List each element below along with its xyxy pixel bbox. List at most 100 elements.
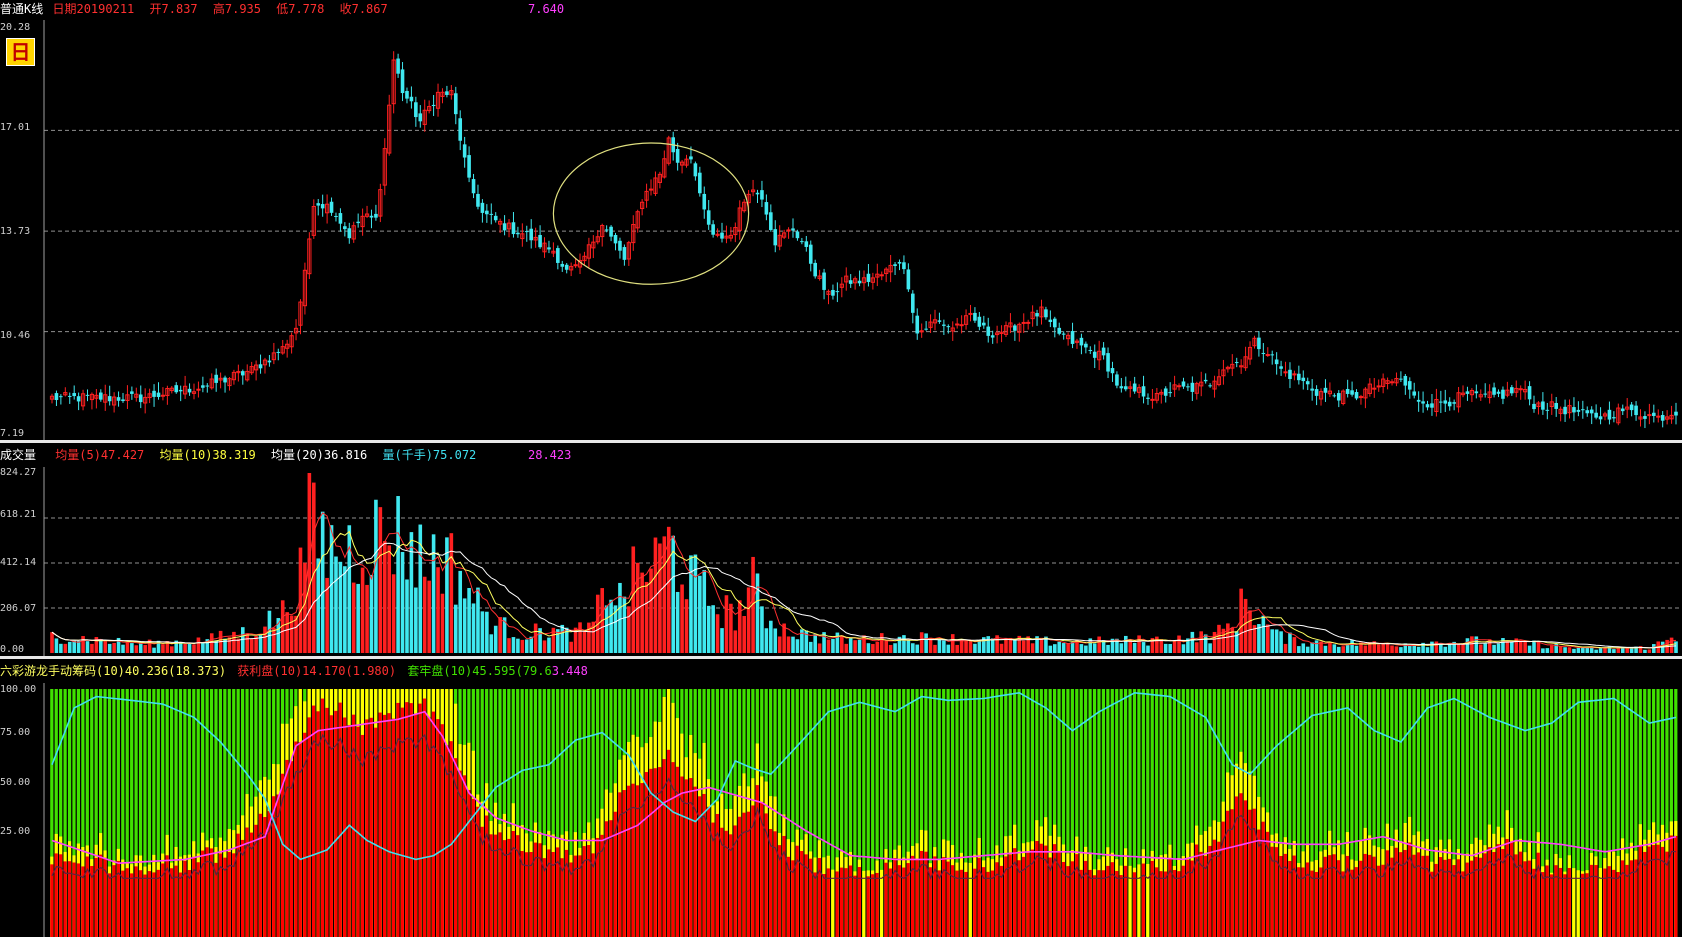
- chip-bar-trapped: [50, 689, 54, 937]
- volume-bar-down: [1527, 645, 1532, 653]
- chip-bar-trapped: [1017, 689, 1021, 937]
- chip-bar-trapped: [1510, 689, 1514, 937]
- volume-bar-up: [995, 635, 999, 653]
- chip-bar-profit: [1328, 855, 1332, 937]
- chip-bar-trapped: [1341, 689, 1345, 937]
- candle-body-up: [657, 173, 662, 183]
- volume-bar-up: [303, 562, 307, 653]
- candle-body-down: [764, 202, 769, 215]
- chip-bar-trapped: [1075, 689, 1079, 937]
- candle-body-up: [586, 244, 591, 259]
- candle-body-up: [280, 346, 285, 354]
- candle-body-down: [622, 247, 627, 260]
- candle-body-up: [1172, 384, 1177, 390]
- candle-body-up: [249, 366, 254, 374]
- chip-bar-trapped: [1674, 689, 1678, 937]
- volume-bar-down: [396, 496, 400, 653]
- chip-bar-profit: [85, 856, 89, 937]
- volume-bar-down: [977, 641, 982, 653]
- chip-bar-profit: [1310, 870, 1314, 937]
- candle-body-up: [80, 393, 86, 407]
- volume-bar-up: [183, 643, 187, 653]
- candle-body-down: [1594, 412, 1598, 418]
- chip-bar-profit: [498, 832, 502, 937]
- candle-body-down: [418, 113, 423, 122]
- candle-body-up: [573, 264, 578, 267]
- candle-body-up: [364, 213, 370, 217]
- chip-bar-profit: [1447, 858, 1452, 937]
- candlestick-chart[interactable]: [0, 0, 1682, 442]
- volume-chart[interactable]: [0, 443, 1682, 656]
- volume-bar-up: [1616, 648, 1621, 653]
- chip-bar-profit: [1518, 851, 1523, 937]
- chip-bar-trapped: [1088, 689, 1092, 937]
- candle-body-up: [955, 323, 960, 326]
- volume-bar-up: [684, 599, 689, 653]
- chip-bar-trapped: [919, 689, 924, 937]
- chip-bar-trapped: [520, 689, 524, 937]
- candle-body-down: [1532, 403, 1536, 410]
- chip-bar-profit: [502, 840, 506, 937]
- volume-bar-up: [569, 641, 573, 653]
- price-panel[interactable]: 普通K线 日期20190211 开7.837 高7.935 低7.778 收7.…: [0, 0, 1682, 442]
- chip-bar-profit: [919, 850, 924, 937]
- volume-bar-down: [547, 637, 551, 653]
- chip-bar-profit: [240, 839, 245, 937]
- chip-bar-trapped: [1270, 689, 1274, 937]
- chip-bar-profit: [1452, 865, 1456, 937]
- candle-body-down: [320, 204, 325, 209]
- volume-bar-up: [1017, 635, 1022, 653]
- volume-bar-down: [516, 638, 520, 653]
- volume-bar-up: [285, 612, 289, 653]
- chip-bar-profit: [1190, 860, 1194, 937]
- volume-bar-down: [467, 588, 471, 653]
- chip-bar-profit: [493, 834, 498, 937]
- chip-bar-profit: [1629, 860, 1634, 937]
- volume-bar-up: [1328, 642, 1332, 653]
- chip-bar-profit: [1425, 855, 1429, 937]
- chip-bar-profit: [183, 860, 187, 937]
- chip-bar-profit: [365, 719, 369, 937]
- candle-body-down: [1257, 337, 1261, 350]
- chip-bar-trapped: [1274, 689, 1279, 937]
- volume-bar-down: [343, 566, 347, 653]
- volume-bar-up: [950, 634, 955, 653]
- chip-bar-trapped: [560, 689, 564, 937]
- panel-separator[interactable]: [0, 440, 1682, 443]
- period-badge[interactable]: 日: [6, 38, 35, 66]
- chip-bar-profit: [236, 833, 240, 937]
- volume-panel[interactable]: 成交量 均量(5)47.427 均量(10)38.319 均量(20)36.81…: [0, 443, 1682, 656]
- candle-body-down: [1527, 386, 1532, 400]
- candle-body-up: [959, 324, 964, 327]
- chip-bar-profit: [201, 850, 205, 937]
- chip-bar-trapped: [152, 689, 156, 937]
- chip-distribution-chart[interactable]: [0, 659, 1682, 937]
- volume-bar-down: [400, 551, 405, 653]
- chip-bar-profit: [121, 870, 125, 937]
- candle-body-up: [1216, 376, 1222, 386]
- candle-body-up: [1616, 407, 1621, 424]
- candle-body-down: [1416, 399, 1421, 402]
- candle-body-down: [866, 273, 871, 282]
- chip-bar-profit: [325, 707, 329, 937]
- volume-bar-down: [1092, 643, 1097, 653]
- chip-bar-profit: [1168, 858, 1172, 937]
- chip-bar-trapped: [1598, 689, 1602, 937]
- candle-body-up: [1003, 325, 1009, 335]
- chip-panel[interactable]: 六彩游龙手动筹码(10)40.236(18.373) 获利盘(10)14.170…: [0, 659, 1682, 937]
- volume-bar-up: [888, 644, 893, 653]
- chip-bar-trapped: [977, 689, 981, 937]
- candle-body-down: [711, 224, 715, 235]
- candle-body-down: [1439, 401, 1443, 403]
- panel-separator[interactable]: [0, 656, 1682, 659]
- volume-bar-up: [232, 631, 236, 653]
- volume-bar-down: [240, 627, 245, 653]
- chip-bar-profit: [143, 874, 147, 937]
- volume-bar-down: [604, 605, 609, 653]
- chip-bar-trapped: [1354, 689, 1358, 937]
- candle-body-down: [800, 241, 804, 243]
- volume-bar-down: [1612, 649, 1616, 653]
- candle-body-up: [449, 90, 454, 96]
- chip-bar-profit: [1305, 862, 1310, 937]
- volume-bar-down: [1447, 643, 1452, 653]
